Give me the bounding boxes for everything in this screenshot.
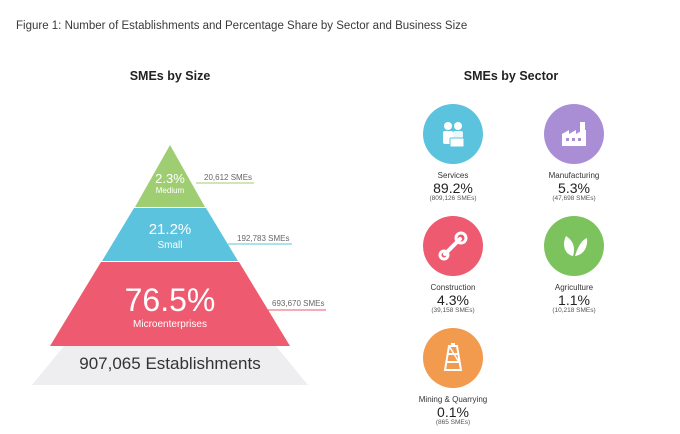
sector-manufacturing: Manufacturing 5.3% (47,698 SMEs) [514,104,634,203]
mining-tower-icon [443,343,463,371]
callout-medium-count: 20,612 SMEs [204,173,253,182]
pyramid-tier-micro [50,262,290,346]
sector-chart-title: SMEs by Sector [463,69,559,83]
mining-count: (865 SMEs) [435,419,471,427]
tier-medium-label: Medium [155,186,185,195]
agriculture-percent: 1.1% [558,292,590,308]
manufacturing-circle [544,104,604,164]
manufacturing-percent: 5.3% [558,180,590,196]
tier-micro-percent: 76.5% [124,282,216,318]
callout-micro-count: 693,670 SMEs [272,299,325,308]
sector-agriculture: Agriculture 1.1% (10,218 SMEs) [514,216,634,315]
total-establishments: 907,065 Establishments [79,354,261,373]
services-count: (809,126 SMEs) [429,195,477,203]
sector-construction: Construction 4.3% (39,158 SMEs) [393,216,513,315]
manufacturing-name: Manufacturing [548,171,600,180]
construction-percent: 4.3% [437,292,469,308]
people-icon [443,122,465,148]
pyramid-tier-medium [135,145,205,207]
size-chart-title: SMEs by Size [129,69,211,83]
tier-micro-label: Microenterprises [133,319,207,330]
sector-mining: Mining & Quarrying 0.1% (865 SMEs) [393,328,513,427]
agriculture-count: (10,218 SMEs) [552,307,596,315]
services-name: Services [437,171,469,180]
tier-small-percent: 21.2% [148,221,192,238]
tier-medium-text: 2.3% Medium [130,172,210,196]
pyramid-tier-small [102,208,238,261]
services-circle [423,104,483,164]
mining-percent: 0.1% [437,404,469,420]
leaf-icon [564,236,588,256]
tier-small-text: 21.2% Small [120,222,220,251]
agriculture-circle [544,216,604,276]
construction-name: Construction [430,283,476,292]
mining-circle [423,328,483,388]
construction-circle [423,216,483,276]
tier-micro-text: 76.5% Microenterprises [90,284,250,330]
services-percent: 89.2% [433,180,473,196]
sector-services: Services 89.2% (809,126 SMEs) [393,104,513,203]
tier-small-label: Small [157,240,183,251]
tier-medium-percent: 2.3% [155,171,185,186]
wrench-icon [438,231,468,261]
agriculture-name: Agriculture [554,283,594,292]
construction-count: (39,158 SMEs) [431,307,475,315]
factory-icon [562,122,586,146]
pyramid-base [32,346,308,385]
manufacturing-count: (47,698 SMEs) [552,195,596,203]
callout-small-count: 192,783 SMEs [237,234,290,243]
figure-title: Figure 1: Number of Establishments and P… [16,20,468,32]
mining-name: Mining & Quarrying [418,395,488,404]
